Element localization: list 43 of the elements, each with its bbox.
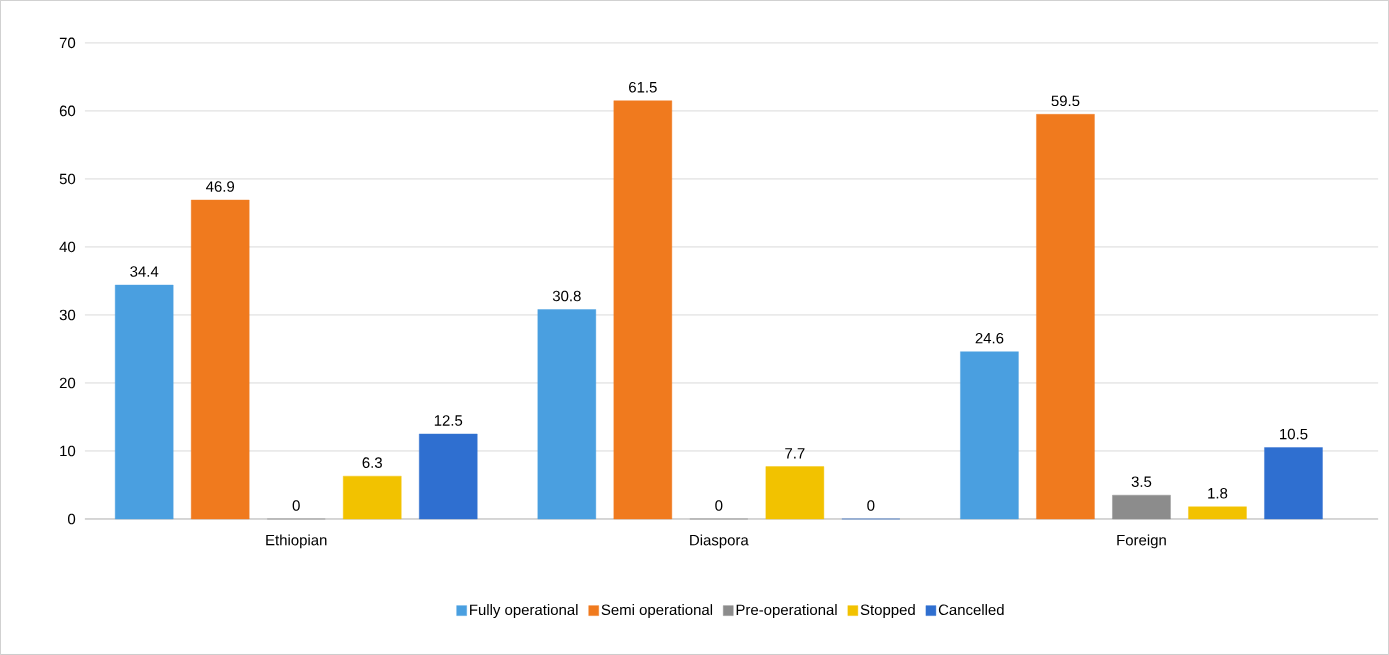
data-label: 0 xyxy=(292,500,300,511)
bar xyxy=(114,284,174,520)
data-label: 12.5 xyxy=(434,415,463,426)
data-label: 0 xyxy=(715,500,723,511)
bar xyxy=(1112,495,1171,520)
data-label: 7.7 xyxy=(785,448,805,459)
data-label: 0 xyxy=(867,500,875,511)
legend-label: Stopped xyxy=(860,604,915,619)
bar xyxy=(765,466,825,520)
y-tick-label: 30 xyxy=(59,309,76,321)
x-tick-label: Ethiopian xyxy=(266,534,327,549)
y-tick-label: 0 xyxy=(68,513,76,525)
data-label: 1.8 xyxy=(1208,488,1228,499)
data-label: 30.8 xyxy=(552,290,581,302)
data-label: 59.5 xyxy=(1051,95,1080,107)
x-tick-label: Diaspora xyxy=(690,534,749,549)
legend-label: Semi operational xyxy=(601,604,713,619)
y-tick-label: 40 xyxy=(59,241,76,253)
data-label: 34.4 xyxy=(130,266,159,277)
y-tick-label: 10 xyxy=(60,445,76,457)
legend-label: Pre-operational xyxy=(736,604,837,619)
y-tick-label: 60 xyxy=(59,105,76,117)
bar xyxy=(960,351,1019,520)
bar xyxy=(419,433,478,520)
bar xyxy=(1036,114,1095,520)
y-tick-label: 50 xyxy=(59,173,76,185)
bar xyxy=(1264,447,1323,520)
x-tick-label: Foreign xyxy=(1117,534,1166,549)
bar xyxy=(537,309,597,520)
bar xyxy=(613,100,673,520)
bar xyxy=(191,199,250,520)
data-label: 24.6 xyxy=(975,332,1004,344)
data-label: 46.9 xyxy=(206,181,235,192)
y-tick-label: 70 xyxy=(59,37,76,49)
data-label: 3.5 xyxy=(1131,476,1152,488)
legend-label: Cancelled xyxy=(938,604,1004,616)
data-label: 6.3 xyxy=(362,457,382,468)
y-tick-label: 20 xyxy=(59,377,76,389)
data-label: 61.5 xyxy=(629,81,657,93)
bar xyxy=(343,475,402,520)
data-label: 10.5 xyxy=(1280,428,1308,440)
legend-label: Fully operational xyxy=(470,604,578,619)
bar xyxy=(1188,506,1247,520)
